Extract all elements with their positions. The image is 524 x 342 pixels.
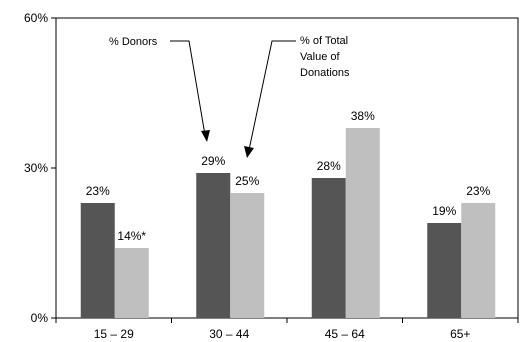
- annotation-value-of-donations: % of Total Value of Donations: [300, 35, 351, 79]
- data-label: 19%: [432, 204, 456, 218]
- annotation-value-arrowhead: [244, 146, 254, 158]
- bar: [345, 128, 380, 318]
- data-label: 14%*: [117, 229, 146, 243]
- bar: [114, 248, 149, 318]
- annotation-value-leader: [248, 40, 296, 151]
- data-label: 28%: [317, 159, 341, 173]
- annotation-donors: % Donors: [109, 36, 158, 48]
- data-label: 23%: [466, 184, 490, 198]
- data-label: 38%: [351, 109, 375, 123]
- data-label: 29%: [201, 154, 225, 168]
- bar: [461, 203, 496, 318]
- data-label: 23%: [86, 184, 110, 198]
- y-tick-label: 30%: [24, 161, 48, 175]
- x-tick-label: 45 – 64: [325, 327, 365, 341]
- y-tick-label: 0%: [31, 311, 49, 325]
- x-tick-label: 15 – 29: [94, 327, 134, 341]
- bar: [427, 223, 462, 318]
- bar: [80, 203, 115, 318]
- annotation-donors-leader: [170, 40, 206, 136]
- x-tick-label: 65+: [450, 327, 470, 341]
- x-tick-label: 30 – 44: [209, 327, 249, 341]
- bar: [311, 178, 346, 318]
- data-label: 25%: [235, 174, 259, 188]
- y-tick-label: 60%: [24, 11, 48, 25]
- bar: [230, 193, 265, 318]
- bar: [196, 173, 231, 318]
- annotation-donors-arrowhead: [201, 130, 210, 142]
